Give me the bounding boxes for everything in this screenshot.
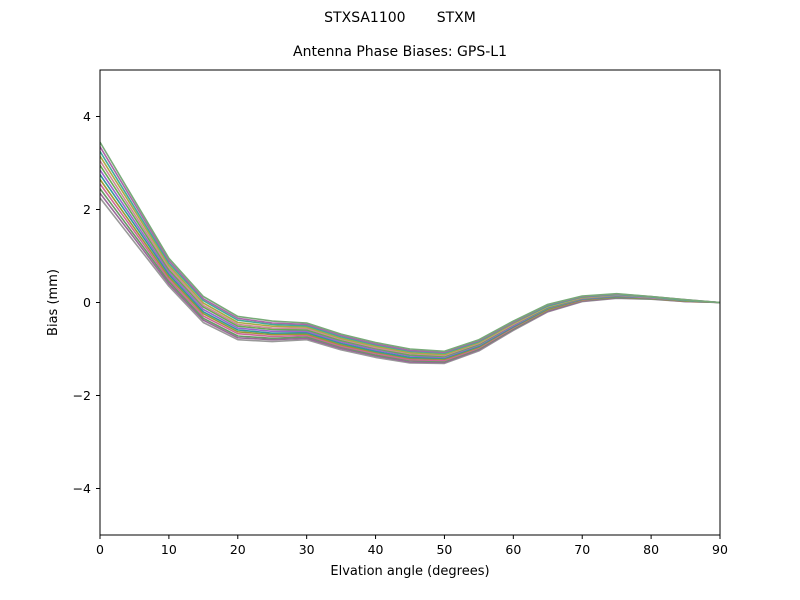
x-tick-label: 0 — [96, 542, 104, 557]
x-tick-label: 10 — [161, 542, 177, 557]
y-tick-label: 4 — [83, 109, 91, 124]
x-tick-label: 50 — [436, 542, 452, 557]
x-tick-label: 60 — [505, 542, 521, 557]
x-tick-label: 90 — [712, 542, 728, 557]
series-line — [100, 192, 720, 364]
y-tick-label: −4 — [73, 481, 91, 496]
series-line — [100, 188, 720, 363]
y-tick-label: 2 — [83, 202, 91, 217]
series-line — [100, 183, 720, 362]
series-line — [100, 178, 720, 361]
x-axis-label: Elvation angle (degrees) — [330, 564, 489, 579]
x-tick-label: 70 — [574, 542, 590, 557]
figure-suptitle: STXSA1100 STXM — [324, 10, 476, 26]
series-line — [100, 160, 720, 357]
chart-title: Antenna Phase Biases: GPS-L1 — [293, 44, 507, 60]
x-tick-label: 80 — [643, 542, 659, 557]
series-line — [100, 169, 720, 359]
series-line — [100, 155, 720, 356]
y-tick-label: 0 — [83, 295, 91, 310]
y-tick-label: −2 — [73, 388, 91, 403]
y-axis-label: Bias (mm) — [46, 269, 61, 336]
x-tick-label: 40 — [368, 542, 384, 557]
series-line — [100, 164, 720, 358]
series-line — [100, 197, 720, 365]
series-line — [100, 141, 720, 353]
x-tick-label: 30 — [299, 542, 315, 557]
series-line — [100, 150, 720, 355]
series-line — [100, 174, 720, 360]
x-tick-label: 20 — [230, 542, 246, 557]
series-line — [100, 146, 720, 354]
